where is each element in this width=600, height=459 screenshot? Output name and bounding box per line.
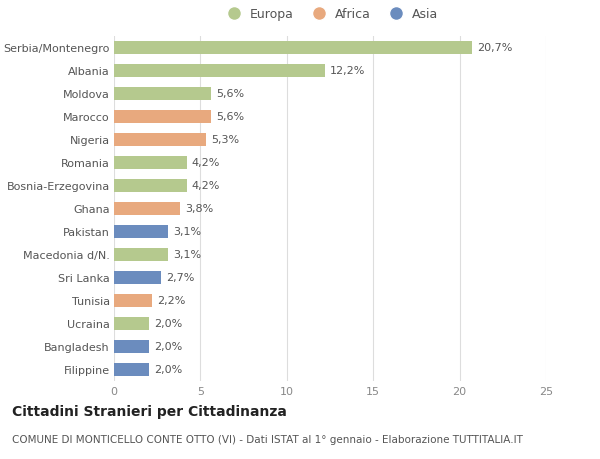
Text: COMUNE DI MONTICELLO CONTE OTTO (VI) - Dati ISTAT al 1° gennaio - Elaborazione T: COMUNE DI MONTICELLO CONTE OTTO (VI) - D… [12,434,523,444]
Bar [114,363,149,376]
Bar [114,134,206,146]
Bar [114,271,161,284]
Bar [114,317,149,330]
Text: 3,1%: 3,1% [173,250,201,260]
Bar [114,294,152,307]
Bar [114,111,211,123]
Text: 2,7%: 2,7% [166,273,194,283]
Bar [114,65,325,78]
Text: Cittadini Stranieri per Cittadinanza: Cittadini Stranieri per Cittadinanza [12,404,287,418]
Text: 3,8%: 3,8% [185,204,213,214]
Bar [114,88,211,101]
Text: 5,6%: 5,6% [216,112,244,122]
Text: 3,1%: 3,1% [173,227,201,237]
Text: 2,2%: 2,2% [157,296,185,306]
Bar [114,340,149,353]
Bar [114,202,179,215]
Bar [114,225,167,238]
Text: 4,2%: 4,2% [192,181,220,191]
Text: 5,3%: 5,3% [211,135,239,145]
Text: 2,0%: 2,0% [154,319,182,329]
Bar [114,157,187,169]
Bar [114,248,167,261]
Text: 20,7%: 20,7% [477,43,512,53]
Text: 2,0%: 2,0% [154,341,182,352]
Legend: Europa, Africa, Asia: Europa, Africa, Asia [217,3,443,26]
Bar [114,42,472,55]
Text: 5,6%: 5,6% [216,89,244,99]
Text: 12,2%: 12,2% [330,66,365,76]
Text: 2,0%: 2,0% [154,364,182,375]
Bar [114,179,187,192]
Text: 4,2%: 4,2% [192,158,220,168]
